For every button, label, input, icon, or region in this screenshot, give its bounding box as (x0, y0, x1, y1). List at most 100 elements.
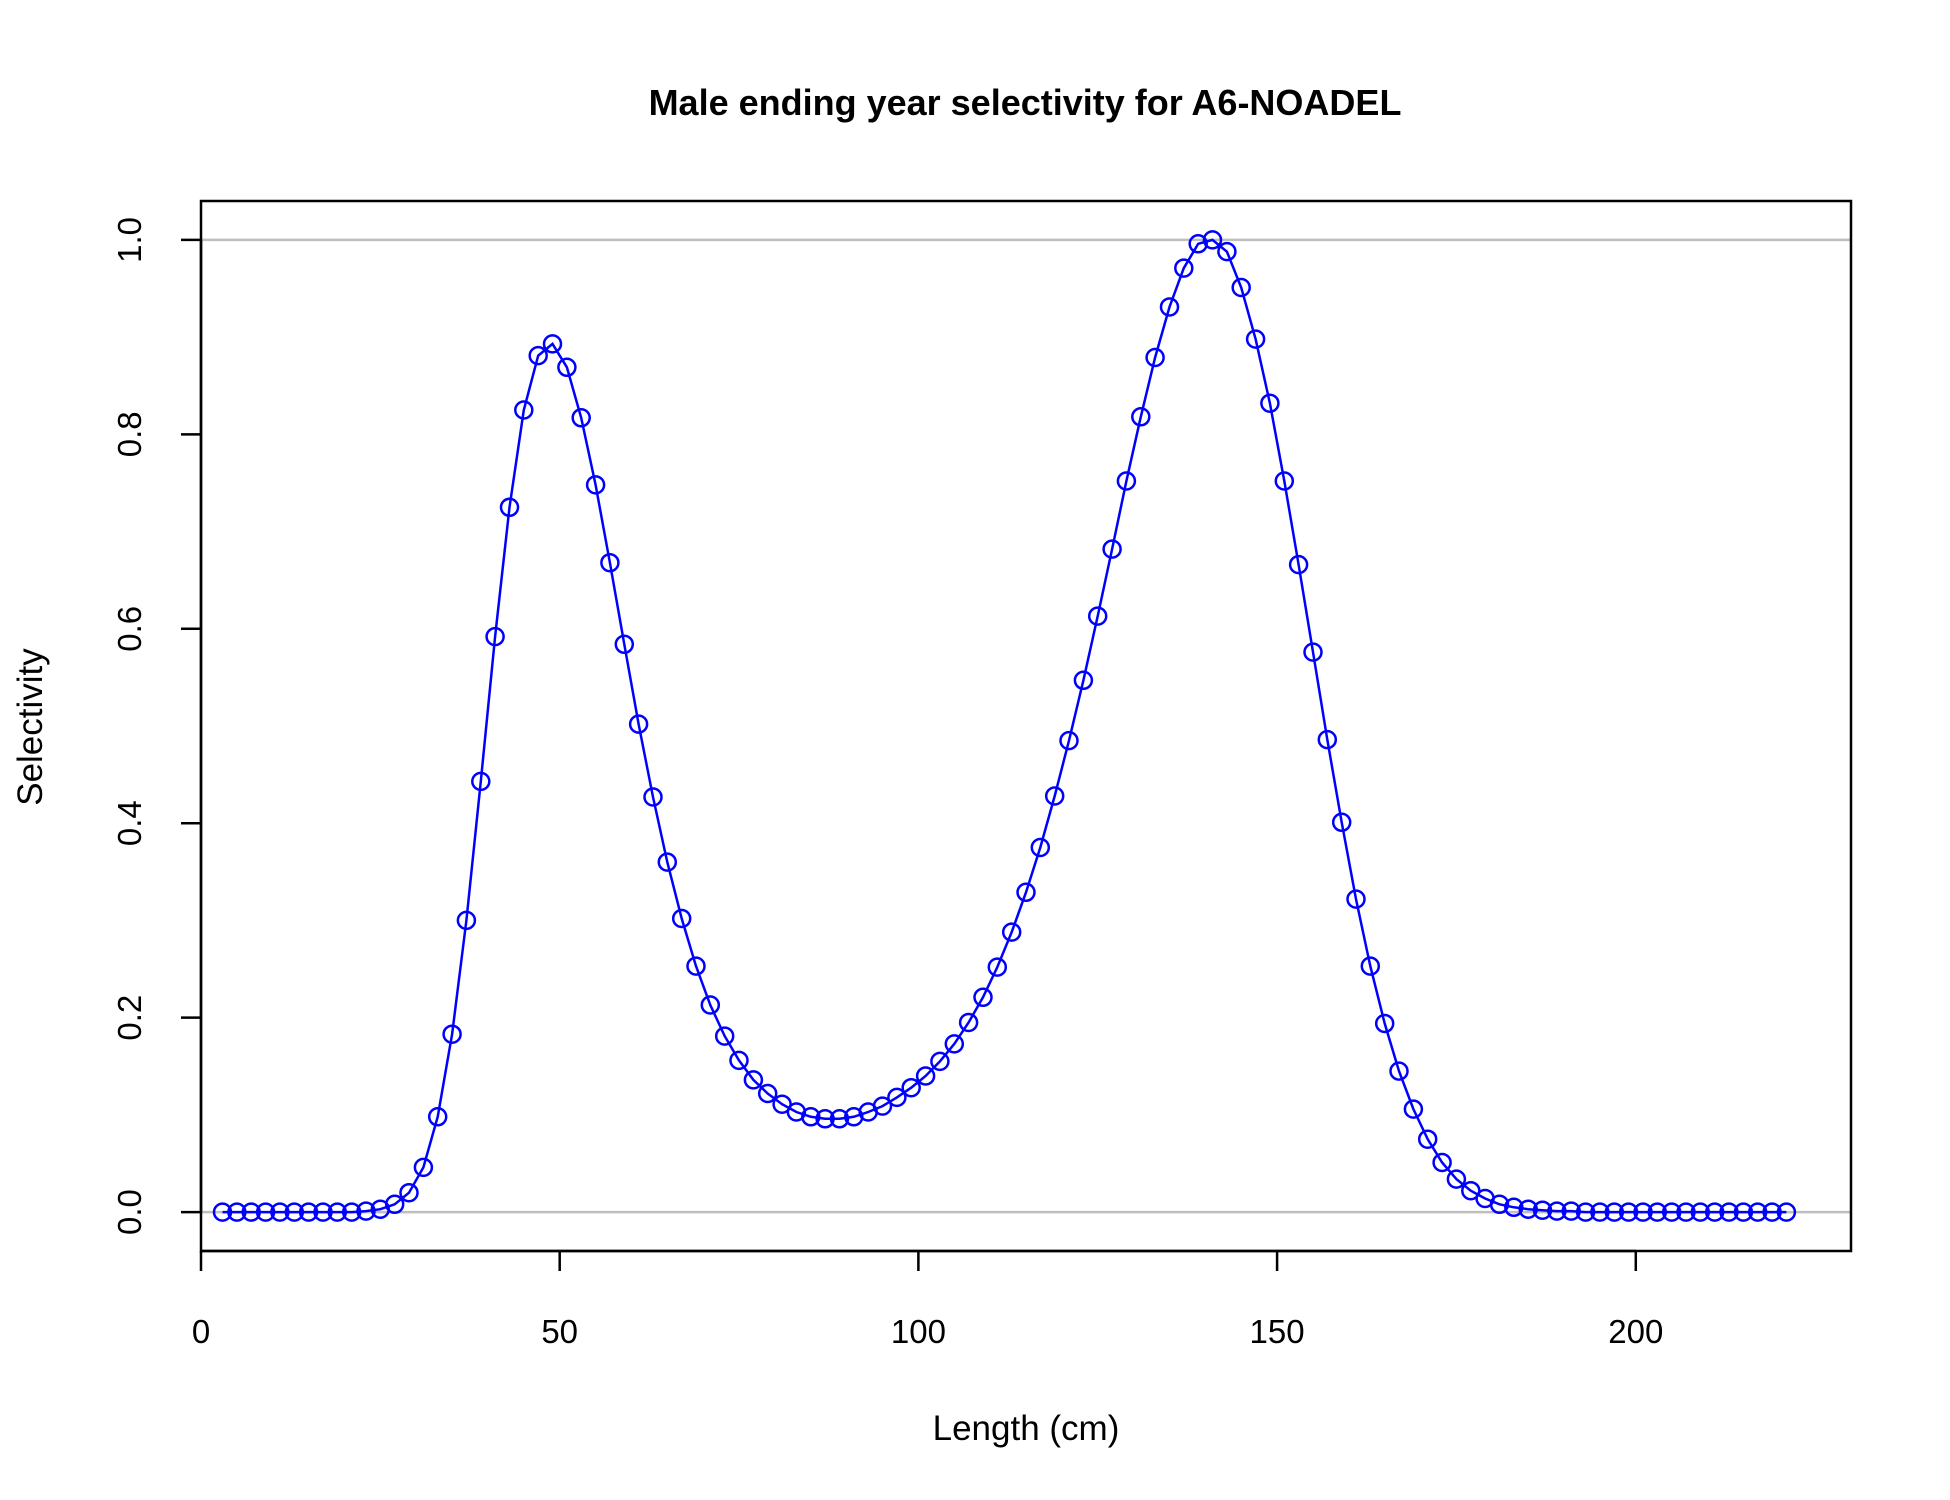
data-point (270, 1202, 290, 1222)
data-point (1532, 1200, 1553, 1220)
data-point (1417, 1129, 1438, 1149)
data-point (499, 497, 520, 518)
data-point (1274, 471, 1295, 491)
x-tick-label: 100 (891, 1313, 946, 1350)
data-point (485, 626, 505, 647)
y-tick-label: 0.0 (111, 1189, 148, 1235)
data-point (1331, 812, 1352, 833)
data-point (700, 995, 721, 1015)
y-tick-label: 1.0 (111, 217, 148, 263)
data-point (1303, 642, 1323, 662)
data-point (973, 987, 993, 1008)
data-point (1288, 554, 1309, 575)
data-point (413, 1157, 434, 1178)
data-point (241, 1202, 261, 1222)
y-axis: 0.0 0.2 0.4 0.6 0.8 1.0 (111, 217, 203, 1235)
data-point (743, 1070, 764, 1090)
y-tick-label: 0.8 (111, 411, 148, 457)
data-point (585, 475, 606, 495)
data-point (815, 1109, 835, 1129)
x-tick-label: 0 (192, 1313, 210, 1350)
data-point (557, 357, 577, 378)
data-point (1403, 1099, 1424, 1119)
data-point (987, 957, 1008, 977)
data-point (442, 1024, 462, 1044)
data-point (657, 852, 678, 872)
data-point (1188, 234, 1208, 254)
data-point (313, 1202, 333, 1222)
data-point (399, 1182, 419, 1203)
x-tick-label: 200 (1608, 1313, 1663, 1350)
data-point (1374, 1013, 1395, 1034)
data-point (1016, 882, 1036, 903)
data-point (341, 1202, 362, 1222)
data-point (1762, 1202, 1782, 1222)
data-point (1202, 230, 1223, 250)
data-point (1174, 258, 1194, 278)
data-point (1116, 471, 1137, 491)
data-point (1661, 1202, 1682, 1222)
data-point (1604, 1202, 1625, 1222)
data-point (1145, 347, 1165, 368)
data-point (729, 1050, 749, 1071)
data-point (1446, 1169, 1467, 1189)
data-point (1776, 1202, 1797, 1222)
data-point (427, 1107, 448, 1127)
data-point (600, 552, 620, 573)
data-point (1704, 1202, 1725, 1222)
data-point (1030, 837, 1051, 858)
data-point (872, 1096, 893, 1116)
data-point (298, 1202, 319, 1222)
data-point (643, 787, 663, 807)
data-point (1131, 407, 1151, 427)
data-point (356, 1201, 376, 1221)
reference-lines (201, 238, 1851, 1214)
data-point (614, 634, 635, 655)
data-point (456, 910, 477, 931)
data-point (571, 408, 591, 428)
x-axis-label: Length (cm) (933, 1409, 1120, 1448)
data-point (1059, 730, 1079, 751)
data-point (1360, 956, 1381, 976)
data-point (757, 1083, 778, 1104)
data-point (1432, 1152, 1452, 1173)
data-point (1747, 1202, 1768, 1222)
data-point (471, 771, 491, 792)
data-point (514, 400, 534, 420)
data-point (1389, 1061, 1409, 1081)
chart-title: Male ending year selectivity for A6-NOAD… (649, 82, 1402, 123)
data-point (714, 1026, 735, 1046)
data-point (1231, 277, 1251, 298)
data-point (1733, 1202, 1754, 1222)
data-point (671, 908, 692, 929)
x-tick-label: 50 (541, 1313, 578, 1350)
data-point (1561, 1201, 1581, 1221)
data-point (1217, 241, 1237, 262)
data-point (327, 1202, 348, 1222)
data-point (1087, 606, 1108, 626)
data-point (227, 1202, 247, 1222)
data-point (930, 1051, 950, 1072)
data-point (1346, 889, 1366, 909)
y-axis-label: Selectivity (11, 648, 50, 806)
data-point (1719, 1202, 1739, 1222)
data-point (1547, 1201, 1567, 1221)
data-point (1690, 1202, 1711, 1222)
data-point (1518, 1199, 1538, 1219)
selectivity-series (212, 230, 1797, 1222)
data-point (1504, 1197, 1524, 1218)
data-point (958, 1012, 979, 1033)
data-point (1647, 1202, 1668, 1222)
data-point (255, 1202, 276, 1222)
data-point (1575, 1202, 1596, 1222)
data-point (1633, 1202, 1653, 1222)
data-point (1159, 297, 1180, 317)
data-point (944, 1034, 965, 1054)
data-point (1676, 1202, 1696, 1222)
x-tick-label: 150 (1250, 1313, 1305, 1350)
data-point (1102, 539, 1122, 559)
data-point (1317, 729, 1338, 750)
data-point (1073, 670, 1094, 691)
data-point (686, 956, 706, 976)
